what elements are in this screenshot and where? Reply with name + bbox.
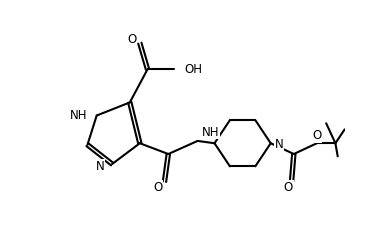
Text: OH: OH <box>184 63 202 76</box>
Text: N: N <box>96 160 104 173</box>
Text: O: O <box>284 181 293 194</box>
Text: NH: NH <box>70 109 88 122</box>
Text: NH: NH <box>202 126 219 139</box>
Text: O: O <box>153 181 162 194</box>
Text: O: O <box>127 33 137 46</box>
Text: N: N <box>275 138 283 151</box>
Text: O: O <box>312 129 321 142</box>
